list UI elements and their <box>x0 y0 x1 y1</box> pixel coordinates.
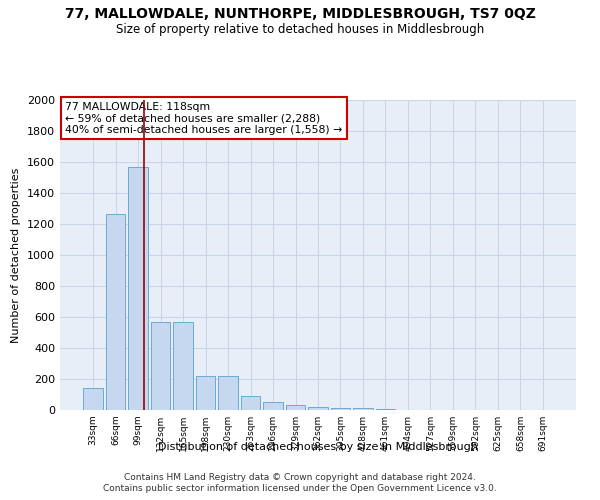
Text: Distribution of detached houses by size in Middlesbrough: Distribution of detached houses by size … <box>158 442 478 452</box>
Bar <box>308 407 328 410</box>
Y-axis label: Number of detached properties: Number of detached properties <box>11 168 22 342</box>
Text: Size of property relative to detached houses in Middlesbrough: Size of property relative to detached ho… <box>116 22 484 36</box>
Text: 77 MALLOWDALE: 118sqm
← 59% of detached houses are smaller (2,288)
40% of semi-d: 77 MALLOWDALE: 118sqm ← 59% of detached … <box>65 102 343 134</box>
Bar <box>241 396 260 410</box>
Bar <box>196 376 215 410</box>
Text: Contains public sector information licensed under the Open Government Licence v3: Contains public sector information licen… <box>103 484 497 493</box>
Bar <box>106 214 125 410</box>
Text: Contains HM Land Registry data © Crown copyright and database right 2024.: Contains HM Land Registry data © Crown c… <box>124 472 476 482</box>
Bar <box>376 409 395 410</box>
Bar <box>353 408 373 410</box>
Bar <box>128 166 148 410</box>
Bar <box>263 402 283 410</box>
Bar <box>331 408 350 410</box>
Bar <box>173 322 193 410</box>
Bar <box>218 376 238 410</box>
Bar <box>151 322 170 410</box>
Text: 77, MALLOWDALE, NUNTHORPE, MIDDLESBROUGH, TS7 0QZ: 77, MALLOWDALE, NUNTHORPE, MIDDLESBROUGH… <box>65 8 535 22</box>
Bar <box>286 404 305 410</box>
Bar <box>83 388 103 410</box>
